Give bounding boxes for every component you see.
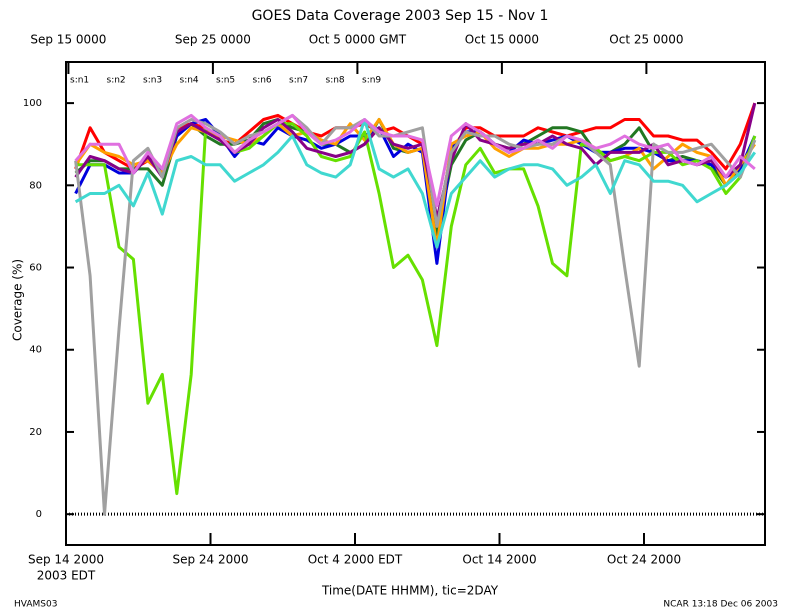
footer-left: HVAMS03: [14, 600, 57, 610]
legend-label: s:n3: [143, 76, 162, 86]
series-line: [74, 102, 757, 220]
x2-tick-label: Sep 25 0000: [175, 33, 251, 47]
series-line: [74, 113, 757, 516]
x-axis-sublabel: 2003 EDT: [37, 569, 96, 583]
x2-tick-label: Oct 25 0000: [609, 33, 683, 47]
y-axis-label: Coverage (%): [11, 259, 25, 341]
legend-label: s:n5: [216, 76, 235, 86]
legend-label: s:n1: [70, 76, 89, 86]
x2-tick-label: Oct 5 0000 GMT: [309, 33, 407, 47]
series-line: [74, 113, 756, 208]
y-tick-label: 100: [23, 98, 42, 109]
legend-label: s:n9: [362, 76, 381, 86]
series-line: [75, 122, 757, 496]
legend-label: s:n2: [107, 76, 126, 86]
x-tick-label: Sep 24 2000: [172, 553, 248, 567]
x-tick-label: Oct 14 2000: [462, 553, 536, 567]
chart-title: GOES Data Coverage 2003 Sep 15 - Nov 1: [252, 8, 549, 24]
x-tick-label: Sep 14 2000: [28, 553, 104, 567]
x-axis-label: Time(DATE HHMM), tic=2DAY: [321, 584, 499, 598]
legend-label: s:n6: [253, 76, 272, 86]
series-line: [74, 118, 757, 249]
y-tick-label: 40: [29, 345, 42, 356]
plot-frame: [65, 61, 766, 546]
y-tick-label: 0: [36, 509, 42, 520]
footer-right: NCAR 13:18 Dec 06 2003: [663, 600, 778, 610]
legend-label: s:n8: [326, 76, 345, 86]
x-tick-label: Oct 24 2000: [607, 553, 681, 567]
x-tick-label: Oct 4 2000 EDT: [308, 553, 403, 567]
legend-label: s:n4: [180, 76, 199, 86]
x2-tick-label: Sep 15 0000: [30, 33, 106, 47]
y-tick-label: 80: [29, 180, 42, 191]
y-tick-label: 20: [29, 427, 42, 438]
legend-label: s:n7: [289, 76, 308, 86]
x2-tick-label: Oct 15 0000: [465, 33, 539, 47]
y-tick-label: 60: [29, 263, 42, 274]
